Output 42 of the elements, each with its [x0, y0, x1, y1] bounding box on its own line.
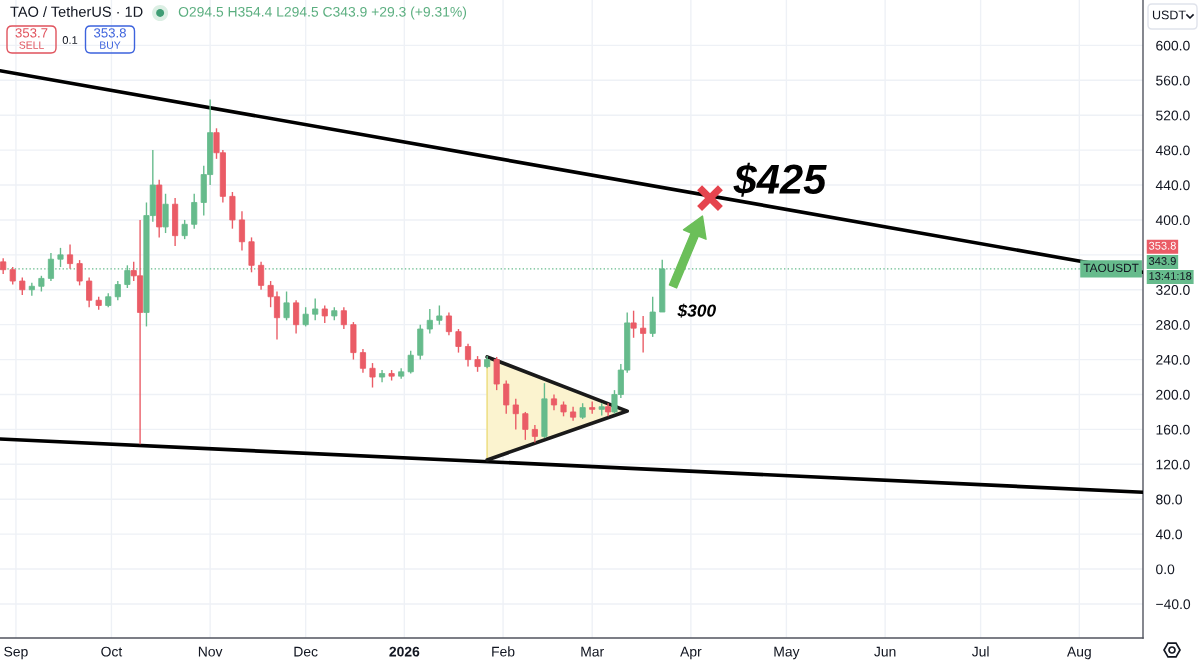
- x-tick-label: Apr: [680, 646, 702, 660]
- chart-title: TAO / TetherUS · 1D: [10, 6, 143, 17]
- x-tick-label: Jun: [874, 646, 896, 657]
- annotation: $425: [733, 162, 827, 197]
- annotation: BUY: [100, 41, 121, 49]
- y-tick-label: 40.0: [1155, 529, 1182, 540]
- annotation: TAOUSDT: [1083, 263, 1139, 273]
- x-tick-label: Oct: [101, 646, 123, 657]
- annotation: 353.8: [94, 28, 126, 38]
- y-tick-label: 120.0: [1156, 459, 1190, 470]
- y-tick-label: 240.0: [1156, 354, 1190, 365]
- y-tick-label: 320.0: [1156, 285, 1190, 295]
- text: 353.8: [1148, 241, 1176, 250]
- y-tick-label: 0.0: [1156, 564, 1175, 575]
- annotation: 0.1: [62, 36, 78, 44]
- y-tick-label: 440.0: [1155, 180, 1190, 191]
- y-tick-label: 600.0: [1156, 40, 1190, 51]
- y-tick-label: 280.0: [1156, 320, 1190, 330]
- y-tick-label: 480.0: [1155, 145, 1190, 156]
- x-tick-label: May: [774, 646, 800, 660]
- y-tick-label: 400.0: [1155, 215, 1190, 226]
- x-tick-label: Feb: [492, 646, 515, 657]
- y-tick-label: −40.0: [1156, 599, 1191, 610]
- x-tick-label: Nov: [198, 646, 223, 657]
- y-tick-label: 160.0: [1156, 424, 1190, 435]
- annotation: 353.7: [15, 28, 48, 38]
- annotation: SELL: [19, 41, 44, 49]
- text: 13:41:18: [1149, 272, 1192, 280]
- text: USDT: [1152, 10, 1186, 20]
- y-tick-label: 200.0: [1156, 389, 1190, 400]
- x-tick-label: Aug: [1067, 646, 1091, 660]
- x-tick-label: Jul: [971, 646, 989, 657]
- x-tick-label: Dec: [294, 646, 318, 657]
- ref-line-label: 343.9: [1148, 257, 1176, 265]
- x-tick-label: 2026: [389, 646, 420, 657]
- x-tick-label: Mar: [581, 646, 604, 657]
- y-tick-label: 520.0: [1156, 110, 1190, 121]
- x-tick-label: Sep: [4, 646, 28, 660]
- annotation: $300: [677, 303, 716, 318]
- annotation: O294.5 H354.4 L294.5 C343.9 +29.3 (+9.31%): [178, 6, 467, 20]
- y-tick-label: 80.0: [1156, 494, 1182, 505]
- y-tick-label: 560.0: [1156, 75, 1190, 86]
